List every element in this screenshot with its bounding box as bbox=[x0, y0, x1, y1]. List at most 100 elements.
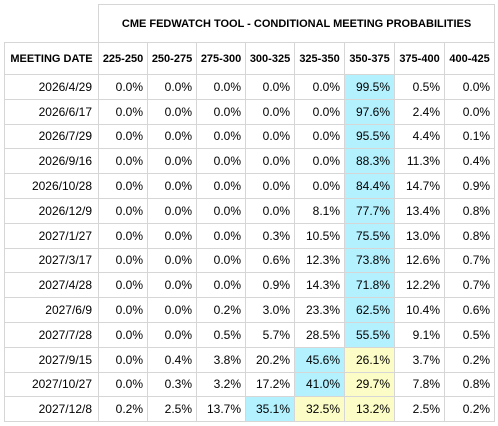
probability-cell: 84.4% bbox=[345, 174, 395, 199]
probability-cell: 0.2% bbox=[99, 397, 148, 422]
probability-cell: 0.0% bbox=[99, 322, 148, 347]
probability-cell: 0.8% bbox=[445, 223, 495, 248]
probability-cell: 0.0% bbox=[148, 99, 197, 124]
probability-cell: 0.5% bbox=[197, 322, 246, 347]
probability-cell: 0.0% bbox=[99, 372, 148, 397]
probability-cell: 0.0% bbox=[295, 99, 345, 124]
probability-cell: 0.0% bbox=[197, 149, 246, 174]
probability-cell: 0.5% bbox=[445, 322, 495, 347]
probability-cell: 0.0% bbox=[148, 75, 197, 100]
probability-cell: 5.7% bbox=[246, 322, 295, 347]
probability-cell: 0.0% bbox=[148, 198, 197, 223]
column-header-375-400: 375-400 bbox=[395, 43, 445, 75]
probability-cell: 0.0% bbox=[445, 75, 495, 100]
probability-cell: 62.5% bbox=[345, 298, 395, 323]
table-row: 2026/7/29 0.0% 0.0% 0.0% 0.0% 0.0% 95.5% 4.4% 0.… bbox=[5, 124, 495, 149]
table-row: 2027/4/28 0.0% 0.0% 0.0% 0.9% 14.3% 71.8% 12.2%… bbox=[5, 273, 495, 298]
column-header-350-375: 350-375 bbox=[345, 43, 395, 75]
column-header-275-300: 275-300 bbox=[197, 43, 246, 75]
probability-table: CME FEDWATCH TOOL - CONDITIONAL MEETING … bbox=[4, 4, 495, 422]
probability-cell: 0.1% bbox=[445, 124, 495, 149]
probability-cell: 95.5% bbox=[345, 124, 395, 149]
probability-cell: 3.8% bbox=[197, 347, 246, 372]
probability-cell: 32.5% bbox=[295, 397, 345, 422]
probability-cell: 0.0% bbox=[197, 124, 246, 149]
probability-cell: 0.0% bbox=[99, 174, 148, 199]
probability-cell: 0.4% bbox=[148, 347, 197, 372]
meeting-date-cell: 2026/4/29 bbox=[5, 75, 99, 100]
table-row: 2027/3/17 0.0% 0.0% 0.0% 0.6% 12.3% 73.8% 12.6%… bbox=[5, 248, 495, 273]
probability-cell: 0.0% bbox=[99, 99, 148, 124]
probability-cell: 0.5% bbox=[395, 75, 445, 100]
meeting-date-cell: 2027/4/28 bbox=[5, 273, 99, 298]
probability-cell: 0.4% bbox=[445, 149, 495, 174]
probability-cell: 0.2% bbox=[445, 397, 495, 422]
probability-cell: 12.2% bbox=[395, 273, 445, 298]
probability-cell: 75.5% bbox=[345, 223, 395, 248]
probability-cell: 0.7% bbox=[445, 273, 495, 298]
probability-cell: 35.1% bbox=[246, 397, 295, 422]
table-row: 2027/10/27 0.0% 0.3% 3.2% 17.2% 41.0% 29.7% 7.8… bbox=[5, 372, 495, 397]
table-row: 2026/6/17 0.0% 0.0% 0.0% 0.0% 0.0% 97.6% 2.4% 0.… bbox=[5, 99, 495, 124]
probability-cell: 0.0% bbox=[246, 174, 295, 199]
probability-cell: 71.8% bbox=[345, 273, 395, 298]
probability-cell: 12.3% bbox=[295, 248, 345, 273]
probability-cell: 12.6% bbox=[395, 248, 445, 273]
probability-cell: 10.5% bbox=[295, 223, 345, 248]
probability-cell: 28.5% bbox=[295, 322, 345, 347]
probability-cell: 77.7% bbox=[345, 198, 395, 223]
probability-cell: 0.0% bbox=[246, 75, 295, 100]
probability-cell: 13.4% bbox=[395, 198, 445, 223]
probability-cell: 14.3% bbox=[295, 273, 345, 298]
probability-cell: 73.8% bbox=[345, 248, 395, 273]
probability-cell: 0.0% bbox=[148, 174, 197, 199]
table-row: 2027/7/28 0.0% 0.0% 0.5% 5.7% 28.5% 55.5% 9.1% 0… bbox=[5, 322, 495, 347]
meeting-date-cell: 2027/7/28 bbox=[5, 322, 99, 347]
probability-cell: 88.3% bbox=[345, 149, 395, 174]
table-row: 2027/6/9 0.0% 0.0% 0.2% 3.0% 23.3% 62.5% 10.4% 0… bbox=[5, 298, 495, 323]
probability-cell: 14.7% bbox=[395, 174, 445, 199]
probability-cell: 0.0% bbox=[197, 174, 246, 199]
probability-cell: 41.0% bbox=[295, 372, 345, 397]
probability-cell: 0.2% bbox=[197, 298, 246, 323]
probability-cell: 3.7% bbox=[395, 347, 445, 372]
probability-cell: 45.6% bbox=[295, 347, 345, 372]
probability-cell: 0.0% bbox=[148, 298, 197, 323]
meeting-date-header: MEETING DATE bbox=[5, 43, 99, 75]
table-row: 2026/12/9 0.0% 0.0% 0.0% 0.0% 8.1% 77.7% 13.4% 0… bbox=[5, 198, 495, 223]
probability-cell: 0.8% bbox=[445, 198, 495, 223]
probability-cell: 0.0% bbox=[99, 75, 148, 100]
meeting-date-cell: 2027/6/9 bbox=[5, 298, 99, 323]
probability-cell: 13.0% bbox=[395, 223, 445, 248]
column-header-325-350: 325-350 bbox=[295, 43, 345, 75]
probability-cell: 0.6% bbox=[246, 248, 295, 273]
probability-cell: 0.0% bbox=[197, 75, 246, 100]
probability-cell: 8.1% bbox=[295, 198, 345, 223]
probability-cell: 0.2% bbox=[445, 347, 495, 372]
probability-cell: 0.0% bbox=[445, 99, 495, 124]
probability-cell: 26.1% bbox=[345, 347, 395, 372]
probability-cell: 0.0% bbox=[197, 248, 246, 273]
probability-cell: 4.4% bbox=[395, 124, 445, 149]
probability-cell: 0.0% bbox=[99, 273, 148, 298]
probability-cell: 0.0% bbox=[197, 99, 246, 124]
probability-cell: 0.0% bbox=[197, 273, 246, 298]
meeting-date-cell: 2027/12/8 bbox=[5, 397, 99, 422]
probability-cell: 0.0% bbox=[197, 223, 246, 248]
column-header-250-275: 250-275 bbox=[148, 43, 197, 75]
probability-cell: 0.8% bbox=[445, 372, 495, 397]
probability-cell: 0.0% bbox=[99, 347, 148, 372]
table-row: 2027/9/15 0.0% 0.4% 3.8% 20.2% 45.6% 26.1% 3.7%… bbox=[5, 347, 495, 372]
probability-cell: 0.0% bbox=[148, 149, 197, 174]
probability-cell: 0.0% bbox=[99, 223, 148, 248]
probability-cell: 11.3% bbox=[395, 149, 445, 174]
probability-cell: 13.7% bbox=[197, 397, 246, 422]
probability-cell: 0.7% bbox=[445, 248, 495, 273]
table-row: 2026/10/28 0.0% 0.0% 0.0% 0.0% 0.0% 84.4% 14.7%… bbox=[5, 174, 495, 199]
table-row: 2027/1/27 0.0% 0.0% 0.0% 0.3% 10.5% 75.5% 13.0%… bbox=[5, 223, 495, 248]
table-title: CME FEDWATCH TOOL - CONDITIONAL MEETING … bbox=[99, 5, 495, 43]
probability-cell: 0.0% bbox=[99, 298, 148, 323]
probability-cell: 7.8% bbox=[395, 372, 445, 397]
probability-cell: 10.4% bbox=[395, 298, 445, 323]
meeting-date-cell: 2026/9/16 bbox=[5, 149, 99, 174]
